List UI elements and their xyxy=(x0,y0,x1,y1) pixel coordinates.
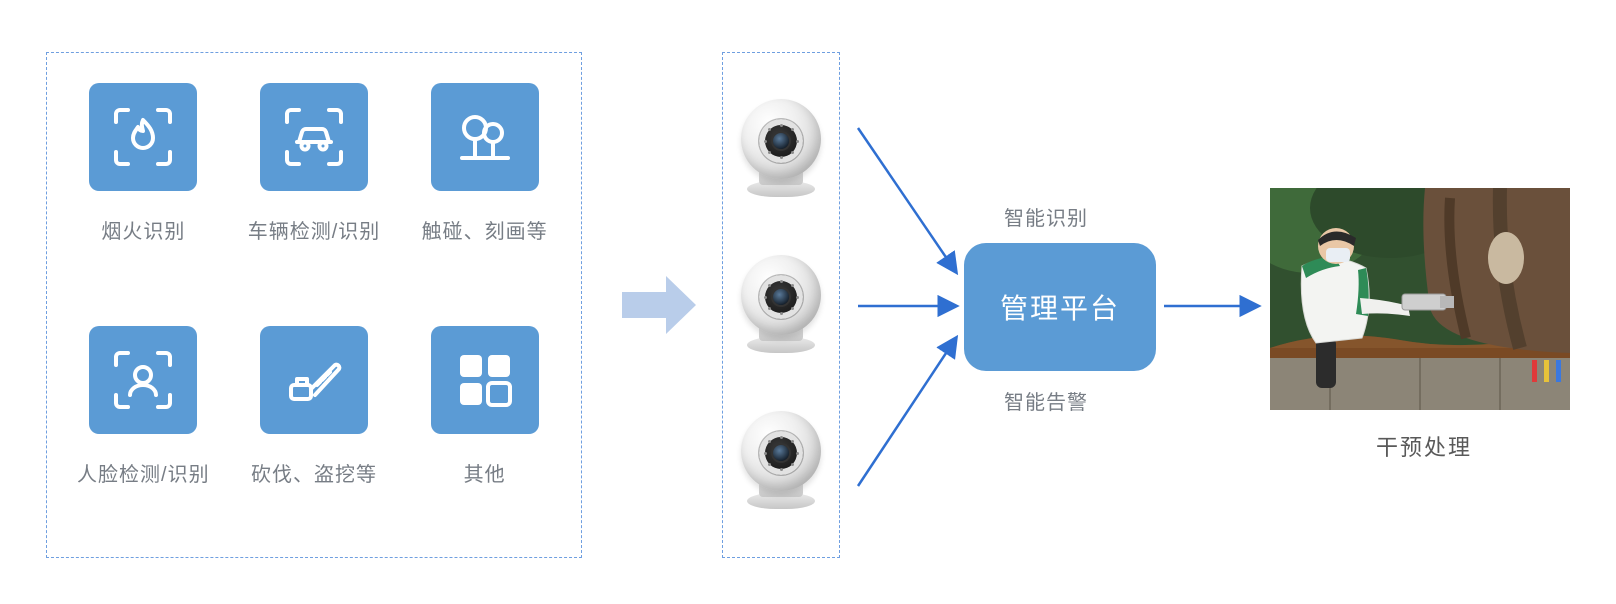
output-label: 干预处理 xyxy=(1376,430,1472,462)
platform-box: 管理平台 xyxy=(964,243,1156,371)
platform-title: 管理平台 xyxy=(1000,287,1120,327)
output-photo xyxy=(1270,188,1570,410)
platform-label-top: 智能识别 xyxy=(1004,202,1088,231)
platform-label-bottom: 智能告警 xyxy=(1004,386,1088,415)
